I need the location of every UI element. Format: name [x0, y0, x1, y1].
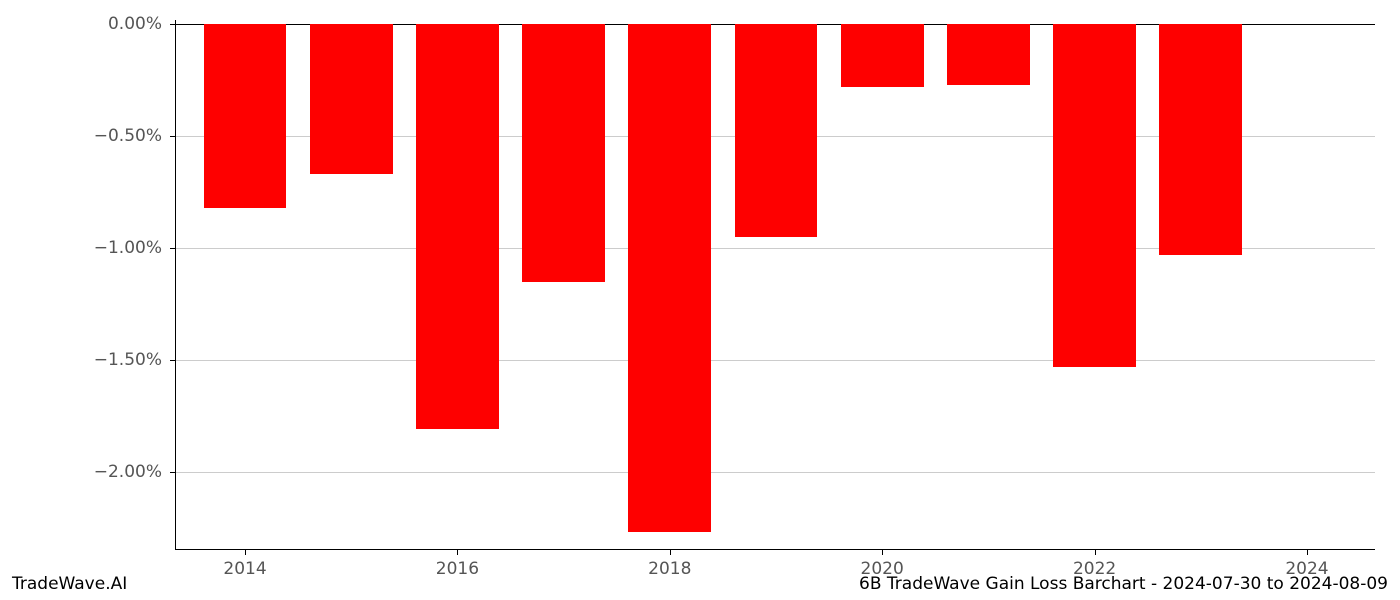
bar [310, 24, 393, 174]
y-tick-label: −1.50% [94, 350, 176, 370]
footer-right-text: 6B TradeWave Gain Loss Barchart - 2024-0… [859, 574, 1388, 594]
bar [204, 24, 287, 207]
footer-left-text: TradeWave.AI [12, 574, 127, 594]
bar [416, 24, 499, 429]
gridline [176, 360, 1375, 361]
y-tick-label: −1.00% [94, 238, 176, 258]
bar [1053, 24, 1136, 366]
bar [841, 24, 924, 87]
bar [522, 24, 605, 281]
y-tick-label: 0.00% [108, 14, 176, 34]
x-tick-label: 2018 [648, 549, 691, 579]
y-tick-label: −2.00% [94, 462, 176, 482]
x-tick-label: 2016 [436, 549, 479, 579]
bar [1159, 24, 1242, 254]
gridline [176, 472, 1375, 473]
bar [628, 24, 711, 532]
x-tick-label: 2014 [223, 549, 266, 579]
bar [947, 24, 1030, 84]
bar [735, 24, 818, 236]
y-tick-label: −0.50% [94, 126, 176, 146]
chart-container: 0.00%−0.50%−1.00%−1.50%−2.00%20142016201… [175, 20, 1375, 550]
plot-area: 0.00%−0.50%−1.00%−1.50%−2.00%20142016201… [175, 20, 1375, 550]
